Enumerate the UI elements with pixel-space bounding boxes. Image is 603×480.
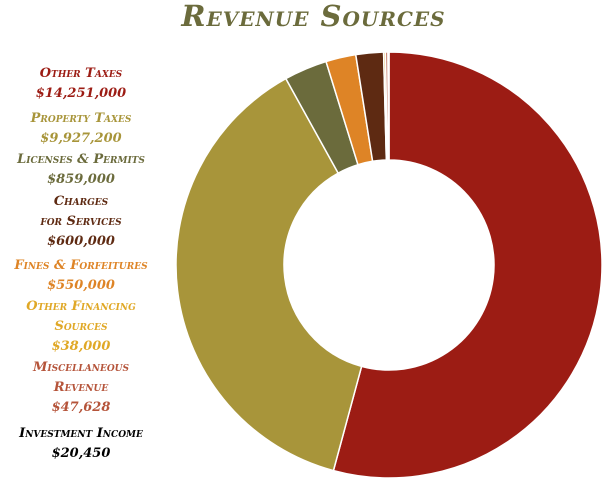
legend-label: Charges <box>53 194 109 209</box>
legend-value: $550,000 <box>47 278 115 293</box>
legend-label: Licenses & Permits <box>17 152 145 167</box>
legend-value: $20,450 <box>51 446 111 461</box>
legend-label: Revenue <box>53 380 109 395</box>
legend-entry: Property Taxes $9,927,200 <box>0 109 162 149</box>
legend-label: Property Taxes <box>30 111 132 126</box>
legend-label: Other Financing <box>26 299 136 314</box>
legend-value: $600,000 <box>47 234 115 249</box>
legend-label: Investment Income <box>19 426 143 441</box>
legend-label: Other Taxes <box>39 66 123 81</box>
donut-slice <box>387 51 390 161</box>
legend-entry: Other Financing Sources $38,000 <box>0 297 162 357</box>
legend-value: $14,251,000 <box>35 86 127 101</box>
legend-entry: Miscellaneous Revenue $47,628 <box>0 358 162 418</box>
legend-entry: Other Taxes $14,251,000 <box>0 64 162 104</box>
legend-value: $47,628 <box>51 400 111 415</box>
legend-value: $859,000 <box>47 172 115 187</box>
legend-entry: Investment Income $20,450 <box>0 424 162 464</box>
donut-slice <box>175 77 363 472</box>
legend-entry: Licenses & Permits $859,000 <box>0 150 162 190</box>
legend-label: Miscellaneous <box>32 360 130 375</box>
legend-value: $9,927,200 <box>40 131 122 146</box>
legend-label: Sources <box>54 319 108 334</box>
chart-title: Revenue Sources <box>181 0 446 33</box>
donut-slice <box>332 51 603 479</box>
legend-label: Fines & Forfeitures <box>14 258 148 273</box>
legend-label: for Services <box>40 214 122 229</box>
legend-value: $38,000 <box>51 339 111 354</box>
legend-entry: Charges for Services $600,000 <box>0 192 162 252</box>
legend-entry: Fines & Forfeitures $550,000 <box>0 256 162 296</box>
